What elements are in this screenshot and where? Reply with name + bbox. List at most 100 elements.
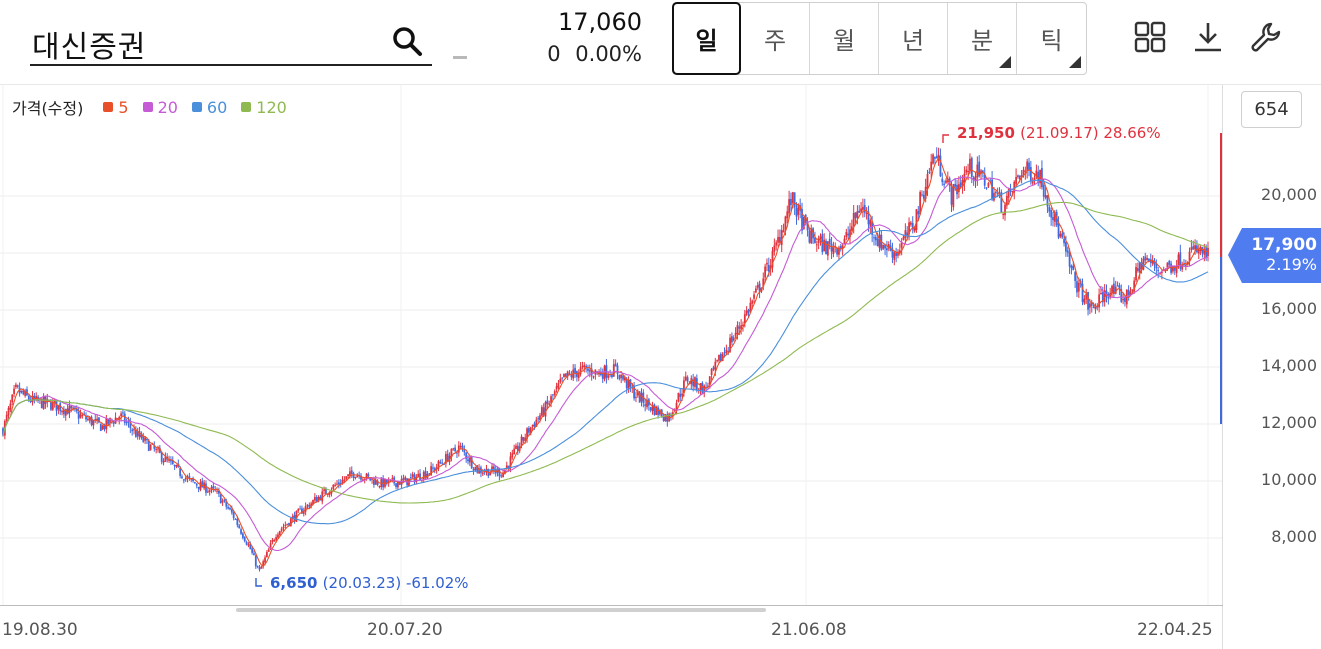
price-change-row: 0 0.00% [480,42,642,66]
wrench-icon[interactable] [1249,20,1283,54]
candle-body [731,336,733,343]
candle-body [9,403,12,410]
candle-body [516,445,519,451]
candle-body [459,445,462,447]
candle-body [360,475,362,480]
candle-body [444,454,447,464]
chart-scrollbar[interactable] [236,608,766,612]
period-tab-2[interactable]: 월 [810,3,879,74]
candle-body [993,192,995,201]
candle-body [413,474,416,483]
legend-item-ma5[interactable]: 5 [103,98,129,117]
candle-body [51,401,54,410]
candle-body [871,221,874,235]
candle-body [1048,207,1051,212]
candle-body [415,476,418,482]
candle-body [515,445,517,449]
candle-body [1149,259,1152,263]
candle-body [446,453,449,462]
candle-body [1052,217,1054,221]
candle-body [1101,292,1104,303]
candle-body [911,223,914,230]
moving-average-ma120 [2,201,1209,504]
candle-body [828,238,831,245]
period-tab-4[interactable]: 분 [948,3,1017,74]
candle-body [385,479,388,484]
candle-body [188,475,191,479]
candle-body [900,242,903,248]
period-tab-0[interactable]: 일 [672,2,741,75]
legend-label-ma20: 20 [157,97,178,117]
candle-body [332,484,335,490]
candle-body [801,209,803,231]
candle-body [302,510,305,514]
candle-body [991,179,993,200]
candle-body [686,377,689,382]
candle-body [219,494,222,504]
candle-count-badge[interactable]: 654 [1241,91,1302,128]
grid-layout-icon[interactable] [1133,20,1167,54]
candle-body [583,365,586,368]
candle-body [328,492,331,495]
download-icon[interactable] [1191,20,1225,54]
candle-body [354,476,357,479]
period-tab-3[interactable]: 년 [879,3,948,74]
candle-body [557,383,560,388]
legend-item-ma60[interactable]: 60 [191,98,227,117]
candle-body [1096,306,1099,308]
candle-body [666,413,669,422]
period-tab-1[interactable]: 주 [741,3,810,74]
candle-body [162,460,165,463]
candle-body [11,394,14,403]
candle-body [284,524,287,527]
candle-body [1088,303,1091,308]
candle-body [756,284,759,288]
candle-body [378,486,381,488]
legend-item-ma120[interactable]: 120 [241,98,287,117]
candle-body [206,491,209,493]
candle-body [1094,306,1097,310]
candle-body [158,447,161,453]
candle-body [972,177,975,180]
candle-body [99,423,102,432]
candle-body [679,393,682,397]
candle-body [323,489,325,491]
candle-body [605,364,608,378]
candle-body [1015,177,1017,184]
candle-body [780,229,783,246]
candle-body [791,192,794,204]
candle-body [1090,302,1093,306]
stock-name[interactable]: 대신증권 [32,30,147,65]
candle-body [590,368,593,376]
candle-body [291,515,294,519]
current-price: 17,060 [558,8,642,36]
candle-body [910,222,912,225]
candle-body [553,391,556,395]
candle-body [173,465,176,467]
candle-body [542,407,545,416]
candle-body [35,396,38,401]
x-axis-line [0,605,1223,606]
candle-body [815,244,818,246]
candle-body [251,548,254,553]
candle-body [123,413,126,423]
candle-body [874,236,877,241]
stock-search-box[interactable]: 대신증권 [30,8,432,66]
candle-body [1002,214,1005,216]
candle-body [225,500,228,507]
candle-body [68,405,71,414]
legend-item-ma20[interactable]: 20 [142,97,178,117]
candle-body [339,483,342,485]
period-tab-5[interactable]: 틱 [1017,3,1086,74]
search-icon[interactable] [390,24,424,58]
candle-body [985,187,988,189]
candle-body [841,245,844,249]
candle-body [904,230,907,238]
candle-body [208,490,211,492]
candle-body [422,471,425,480]
candle-body [500,475,503,477]
candle-body [424,471,427,478]
candle-body [492,466,495,471]
candle-body [718,354,720,361]
